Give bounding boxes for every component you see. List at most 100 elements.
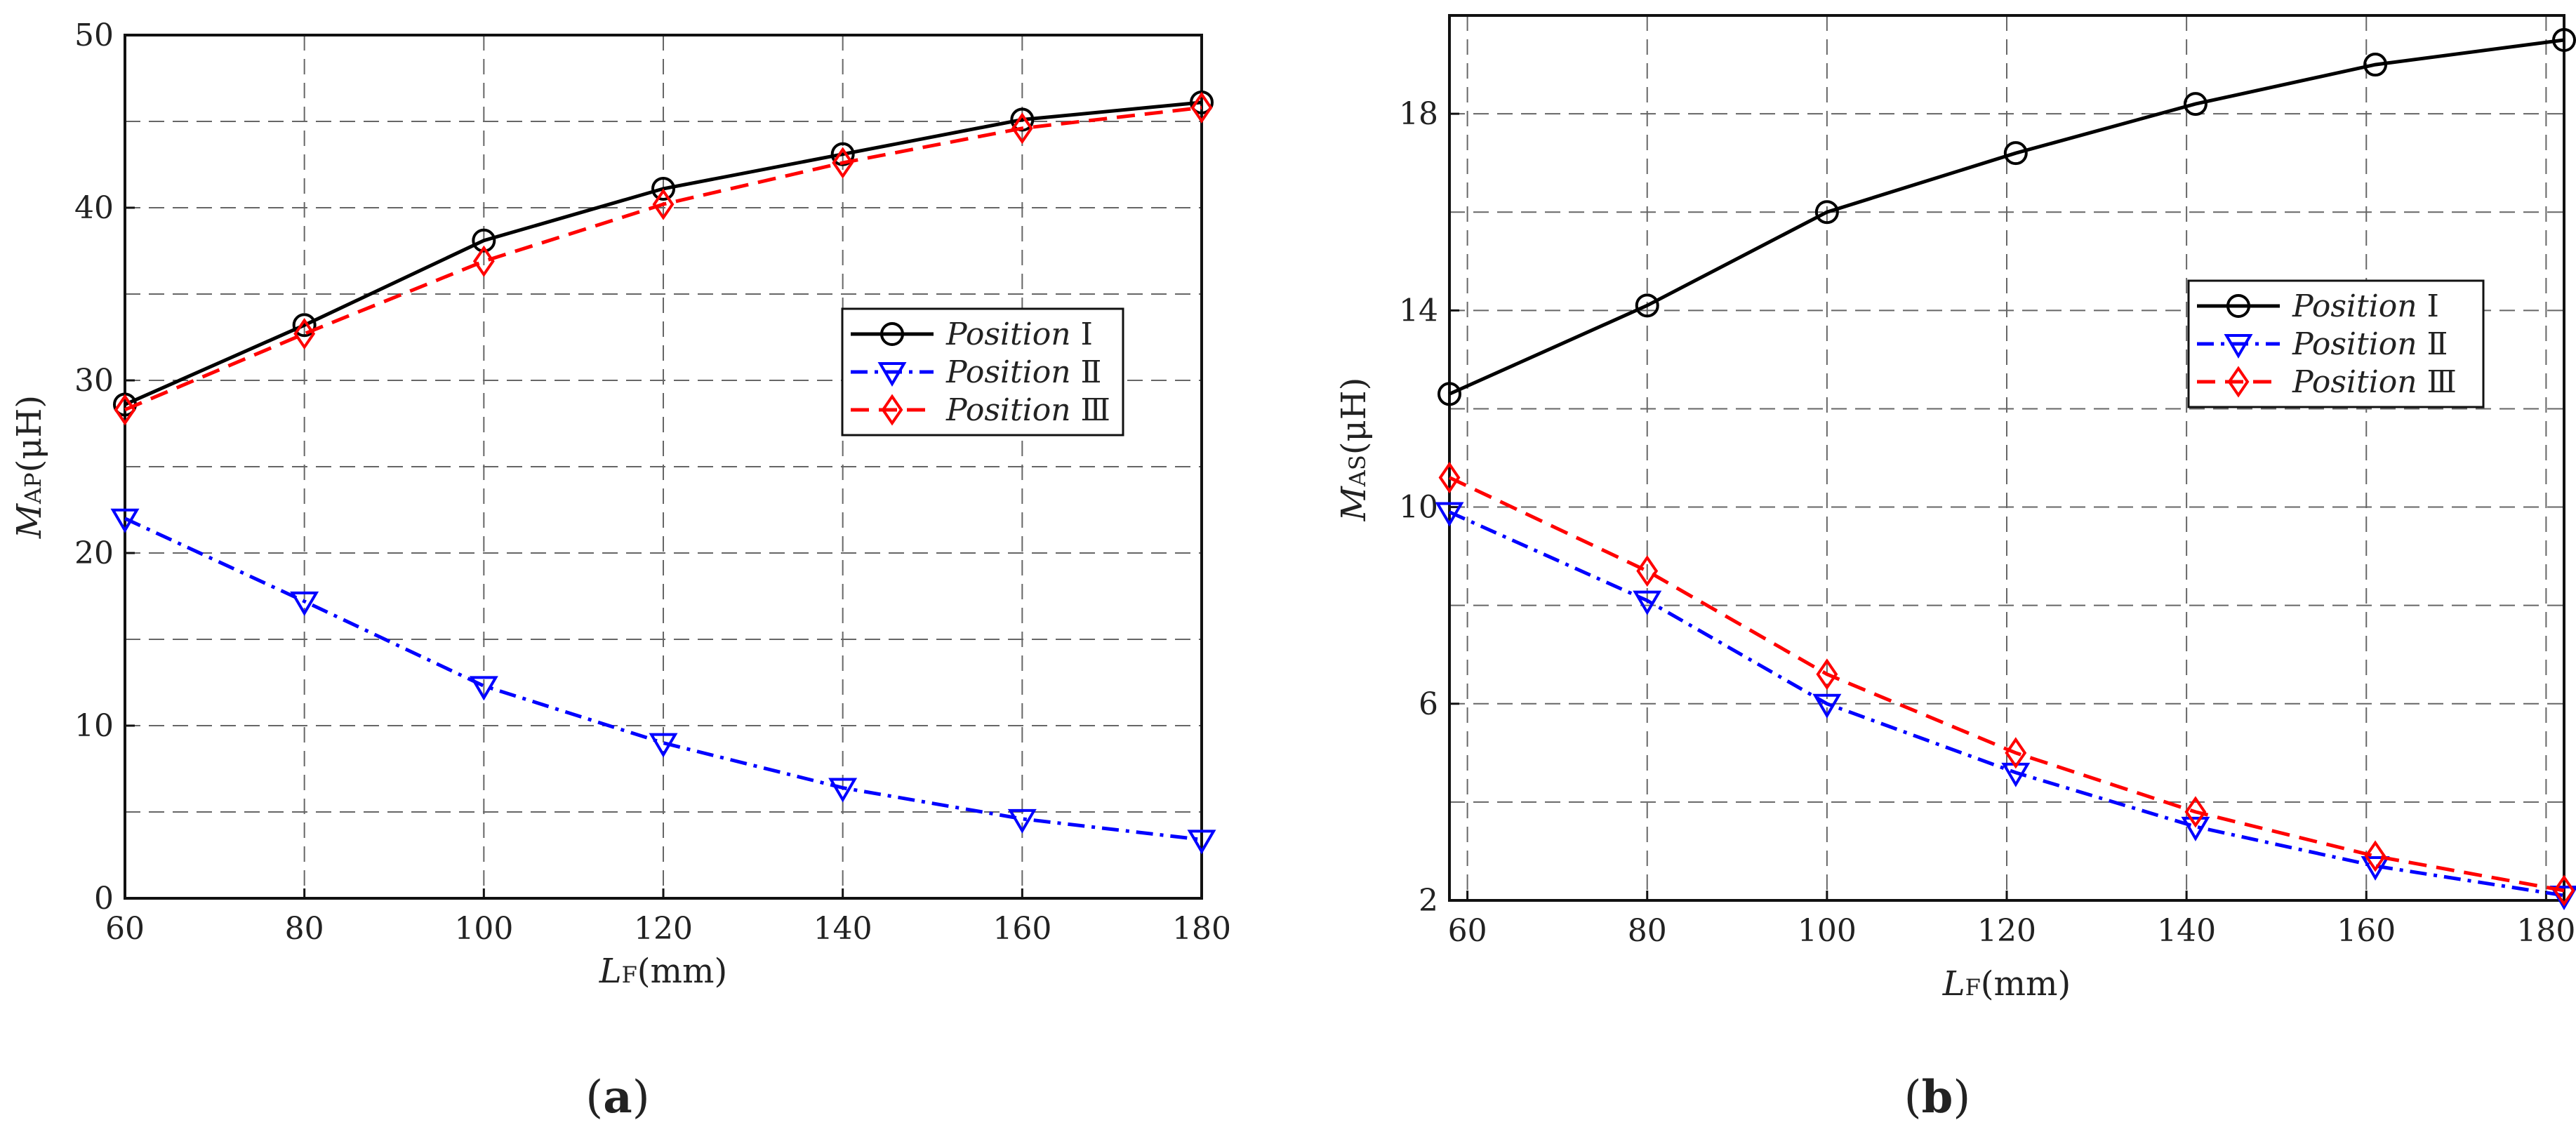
y-tick-label: 18 [1399,96,1438,132]
data-point [1812,693,1842,719]
data-point [472,245,495,277]
chart-a: 60 80 100 120 140 160 180 0 10 20 30 40 50 LF(mm) MAP(… [10,18,1231,1124]
data-point [2181,816,2210,841]
series-1 [1438,28,2576,406]
series-line [1448,510,2565,898]
x-tick-label: 120 [634,911,693,947]
data-point [2363,53,2388,77]
legend-entry: Position Ⅰ [2197,288,2439,324]
data-point [2003,141,2028,166]
legend-label: Position Ⅱ [945,354,1101,390]
x-tick-label: 140 [2157,913,2216,949]
legend-label: Position Ⅰ [2292,288,2439,324]
data-point [830,142,855,166]
x-tick-label: 160 [992,911,1051,947]
legend-entry: Position Ⅲ [851,392,1110,428]
data-point [1635,293,1659,318]
data-point [1633,590,1662,615]
series-line [1448,38,2565,396]
legend-entry: Position Ⅰ [851,317,1093,352]
data-point [832,147,854,179]
data-point [649,733,678,758]
x-tick-label: 160 [2337,913,2396,949]
x-tick-label: 100 [1798,913,1857,949]
legend-entry: Position Ⅱ [2197,326,2448,362]
series-2 [1435,502,2576,910]
data-point [1814,200,1839,225]
data-point [828,778,858,803]
data-point [1007,808,1037,834]
x-tick-label: 60 [1448,913,1487,949]
series-line [1448,476,2565,893]
data-point [290,591,319,616]
y-tick-label: 10 [1399,490,1438,526]
x-tick-label: 180 [2516,913,2575,949]
y-tick-label: 50 [74,18,114,53]
legend-label: Position Ⅱ [2292,326,2448,362]
data-point [293,318,316,350]
data-point [1190,91,1213,124]
series-3 [1438,461,2575,907]
grid [125,35,1202,898]
data-point [472,228,496,253]
data-point [652,188,675,220]
series-line [124,517,1202,841]
data-point [1435,502,1464,527]
series-line [124,105,1202,412]
x-tick-label: 80 [1628,913,1667,949]
x-axis-label: LF(mm) [1942,964,2071,1004]
legend-label: Position Ⅰ [945,317,1093,352]
legend-marker [2224,334,2253,359]
y-tick-label: 20 [74,535,114,571]
chart-b: 60 80 100 120 140 160 180 2 6 10 14 18 LF(mm) MAS(μH)… [1334,14,2576,1124]
legend-entry: Position Ⅱ [851,354,1101,390]
x-tick-label: 120 [1977,913,2036,949]
legend-marker [2226,294,2250,318]
data-point [1636,555,1659,587]
y-tick-label: 2 [1419,883,1438,919]
panel-label: (a) [585,1071,649,1124]
legend-marker [881,394,903,426]
y-tick-label: 6 [1419,686,1438,722]
legend-label: Position Ⅲ [945,392,1110,428]
y-axis-label: MAP(μH) [10,395,49,539]
y-tick-label: 40 [74,190,114,226]
legend-marker [880,322,904,346]
data-point [114,394,136,426]
y-tick-label: 30 [74,363,114,399]
data-point [1438,461,1461,494]
x-axis-label: LF(mm) [599,952,728,991]
data-point [1011,112,1033,145]
legend-marker [877,362,907,387]
series-2 [110,508,1216,855]
data-point [2364,840,2386,872]
data-point [2552,28,2576,53]
data-point [292,313,317,338]
data-point [469,676,498,701]
data-point [1438,382,1461,406]
y-tick-label: 14 [1399,293,1438,328]
data-point [2553,874,2575,907]
data-point [651,176,675,201]
data-point [1816,658,1838,691]
x-tick-label: 180 [1172,911,1231,947]
data-point [2184,796,2207,828]
x-tick-label: 100 [454,911,513,947]
y-axis-label: MAS(μH) [1334,378,1374,522]
data-point [1187,830,1216,855]
legend-entry: Position Ⅲ [2197,364,2457,400]
grid [1449,15,2564,900]
x-tick-label: 140 [814,911,872,947]
data-point [2183,92,2207,116]
x-tick-label: 80 [285,911,324,947]
legend-label: Position Ⅲ [2292,364,2457,400]
data-point [2361,855,2390,881]
series-3 [114,91,1213,426]
legend-marker [2227,366,2250,398]
x-tick-label: 60 [105,911,145,947]
y-tick-label: 0 [94,881,114,917]
data-point [1010,107,1035,132]
